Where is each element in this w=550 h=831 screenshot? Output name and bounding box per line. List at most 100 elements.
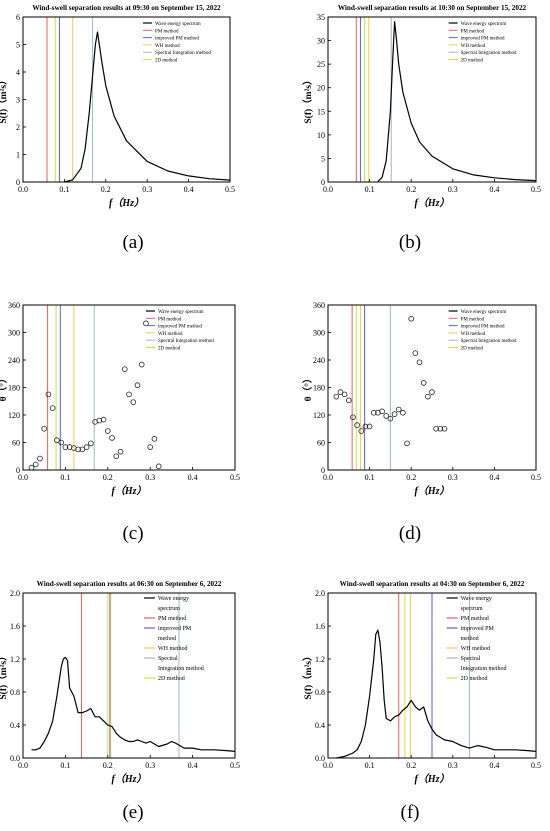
legend-label: Spectral: [158, 656, 178, 662]
data-point: [333, 393, 340, 400]
legend-label: PM method: [461, 317, 485, 322]
plot-frame: [22, 304, 236, 471]
x-tick-label: 0.5: [531, 473, 541, 482]
data-point: [370, 409, 377, 416]
legend-label: improved PM method: [158, 325, 202, 330]
legend-label: WH method: [461, 44, 486, 49]
data-point: [58, 439, 64, 446]
chart-title: Wind-swell separation results at 09:30 o…: [32, 4, 221, 12]
y-tick-label: 1.6: [315, 622, 325, 631]
y-tick-label: 180: [313, 384, 325, 393]
y-tick-label: 0.8: [10, 688, 20, 697]
y-tick-label: 360: [313, 301, 325, 310]
y-tick-label: 0.4: [315, 721, 325, 730]
data-point: [425, 393, 431, 400]
data-point: [28, 464, 35, 471]
x-tick-label: 0.0: [18, 761, 28, 770]
y-tick-label: 60: [12, 439, 20, 448]
chart-panel-a: 0.0 0.1 0.2 0.3 0.4 0.5 0 1 2 3 4 5 6 f（Hz） S(f)（m²s） W…: [0, 4, 235, 209]
data-point: [138, 361, 145, 368]
data-point: [404, 440, 410, 447]
y-tick-label: 1.6: [10, 622, 20, 631]
x-tick-label: 0.0: [18, 473, 28, 482]
data-point: [437, 425, 444, 432]
x-axis-label: f（Hz）: [109, 197, 144, 209]
data-point: [345, 397, 352, 404]
x-tick-label: 0.4: [184, 185, 194, 194]
data-point: [41, 425, 47, 432]
legend-label: 2D method: [461, 347, 484, 352]
y-tick-label: 360: [8, 301, 20, 310]
legend-label: improved PM method: [155, 37, 199, 42]
x-tick-label: 0.1: [60, 761, 70, 770]
data-point: [32, 461, 39, 468]
legend-label: Wave energy spectrum: [155, 22, 201, 27]
data-point: [387, 415, 394, 422]
legend-label: Spectral Integration method: [461, 51, 517, 56]
x-axis-label: f（Hz）: [415, 773, 450, 785]
legend-label: WH method: [461, 646, 491, 652]
legend-label: WH method: [461, 332, 486, 337]
data-point: [54, 437, 60, 444]
legend-label: 2D method: [158, 347, 181, 352]
data-point: [105, 428, 111, 434]
chart-title: Wind-swell separation results at 06:30 o…: [37, 580, 222, 588]
legend-label: 2D method: [461, 676, 488, 682]
data-point: [395, 406, 402, 413]
legend-label: WH method: [158, 646, 188, 652]
x-tick-label: 0.1: [365, 761, 375, 770]
legend-label: Wave energy spectrum: [461, 22, 507, 27]
data-point: [366, 423, 373, 430]
chart-title: Wind-swell separation results at 10:30 o…: [338, 4, 527, 12]
y-tick-label: 30: [317, 37, 325, 46]
x-axis-label: f（Hz）: [415, 485, 450, 497]
legend-label: PM method: [158, 317, 182, 322]
plot-frame: [22, 592, 236, 759]
y-tick-label: 5: [321, 154, 325, 163]
x-axis-label: f（Hz）: [112, 773, 147, 785]
data-point: [341, 391, 348, 398]
x-tick-label: 0.2: [406, 185, 416, 194]
data-point: [400, 409, 406, 416]
panel-caption-d: (d): [398, 523, 422, 544]
x-tick-label: 0.4: [489, 761, 499, 770]
x-tick-label: 0.5: [225, 185, 235, 194]
data-point: [416, 359, 423, 366]
data-point: [49, 405, 56, 411]
y-tick-label: 1.2: [10, 655, 20, 664]
x-tick-label: 0.4: [489, 473, 499, 482]
panel-caption-e: (e): [122, 802, 144, 823]
y-tick-label: 3: [16, 96, 20, 105]
plot-frame: [327, 304, 537, 471]
y-tick-label: 240: [313, 356, 325, 365]
legend-label: PM method: [158, 616, 186, 622]
y-tick-label: 15: [317, 107, 325, 116]
legend-label: improved PM method: [461, 37, 505, 42]
legend-label: method: [158, 636, 176, 642]
x-tick-label: 0.1: [365, 473, 375, 482]
data-point: [134, 382, 141, 389]
data-point: [391, 411, 398, 417]
data-point: [121, 366, 128, 372]
data-point: [62, 444, 69, 450]
y-tick-label: 10: [317, 131, 325, 140]
legend-label: method: [461, 636, 479, 642]
legend-label: WH method: [158, 332, 183, 337]
legend-label: 2D method: [461, 59, 484, 64]
data-point: [433, 425, 439, 432]
data-point: [379, 408, 385, 415]
y-axis-label: S(f)（m²s）: [302, 651, 314, 699]
legend-label: Wave energy: [158, 596, 189, 602]
legend-label: WH method: [155, 44, 180, 49]
y-tick-label: 0.0: [10, 754, 20, 763]
legend-label: Integration method: [461, 666, 507, 672]
y-tick-label: 0: [321, 466, 325, 475]
x-tick-label: 0.0: [323, 185, 333, 194]
x-tick-label: 0.2: [103, 473, 113, 482]
legend-label: Spectral Integration method: [158, 339, 214, 344]
data-point: [88, 440, 94, 447]
x-tick-label: 0.0: [18, 185, 28, 194]
y-tick-label: 20: [317, 84, 325, 93]
legend-label: PM method: [461, 29, 485, 34]
data-point: [337, 389, 344, 395]
